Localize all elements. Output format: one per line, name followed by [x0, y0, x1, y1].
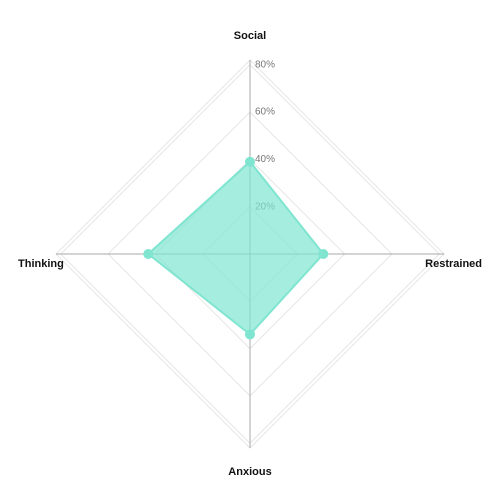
category-label: Restrained: [425, 258, 482, 270]
r-tick-label: 80%: [255, 59, 275, 70]
data-point: [318, 249, 329, 259]
category-label: Social: [234, 30, 266, 42]
category-label: Thinking: [18, 258, 64, 270]
category-label: Anxious: [228, 466, 271, 478]
data-point: [245, 156, 255, 167]
r-tick-label: 40%: [255, 154, 275, 165]
data-point: [245, 329, 255, 340]
data-point: [143, 249, 154, 259]
r-tick-label: 60%: [255, 107, 275, 118]
